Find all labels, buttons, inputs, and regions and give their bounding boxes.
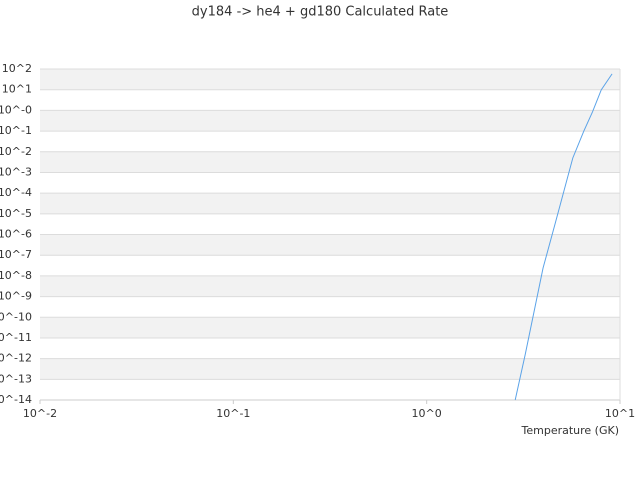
- y-tick-label: 10^1: [2, 83, 32, 96]
- y-tick-label: 10^-3: [0, 165, 32, 178]
- y-tick-label: 10^-10: [0, 310, 32, 323]
- y-tick-label: 10^-1: [0, 124, 32, 137]
- chart-title: dy184 -> he4 + gd180 Calculated Rate: [192, 5, 449, 20]
- y-tick-label: 10^-13: [0, 372, 32, 385]
- grid-band: [40, 317, 620, 338]
- y-tick-label: 10^-9: [0, 290, 32, 303]
- y-tick-label: 10^-7: [0, 248, 32, 261]
- y-tick-label: 10^-11: [0, 331, 32, 344]
- x-tick-label: 10^-2: [23, 407, 57, 420]
- grid-band: [40, 275, 620, 297]
- grid-band: [40, 110, 620, 132]
- x-tick-label: 10^1: [605, 407, 635, 420]
- grid-band: [40, 151, 620, 173]
- grid-band: [40, 69, 620, 90]
- y-tick-label: 10^2: [2, 62, 32, 75]
- data-line: [514, 73, 613, 401]
- y-tick-label: 10^-4: [0, 186, 32, 199]
- x-tick-label: 10^-1: [216, 407, 250, 420]
- y-tick-label: 10^-12: [0, 352, 32, 365]
- y-tick-label: 10^-2: [0, 145, 32, 158]
- y-tick-label: 10^-8: [0, 269, 32, 282]
- y-tick-label: 10^-0: [0, 103, 32, 116]
- grid-band: [40, 358, 620, 380]
- y-tick-label: 10^-5: [0, 207, 32, 220]
- y-tick-label: 10^-6: [0, 228, 32, 241]
- x-tick-label: 10^0: [412, 407, 442, 420]
- grid-band: [40, 234, 620, 256]
- y-tick-label: 10^-14: [0, 393, 32, 406]
- x-axis-label: Temperature (GK): [521, 424, 620, 437]
- grid-band: [40, 193, 620, 214]
